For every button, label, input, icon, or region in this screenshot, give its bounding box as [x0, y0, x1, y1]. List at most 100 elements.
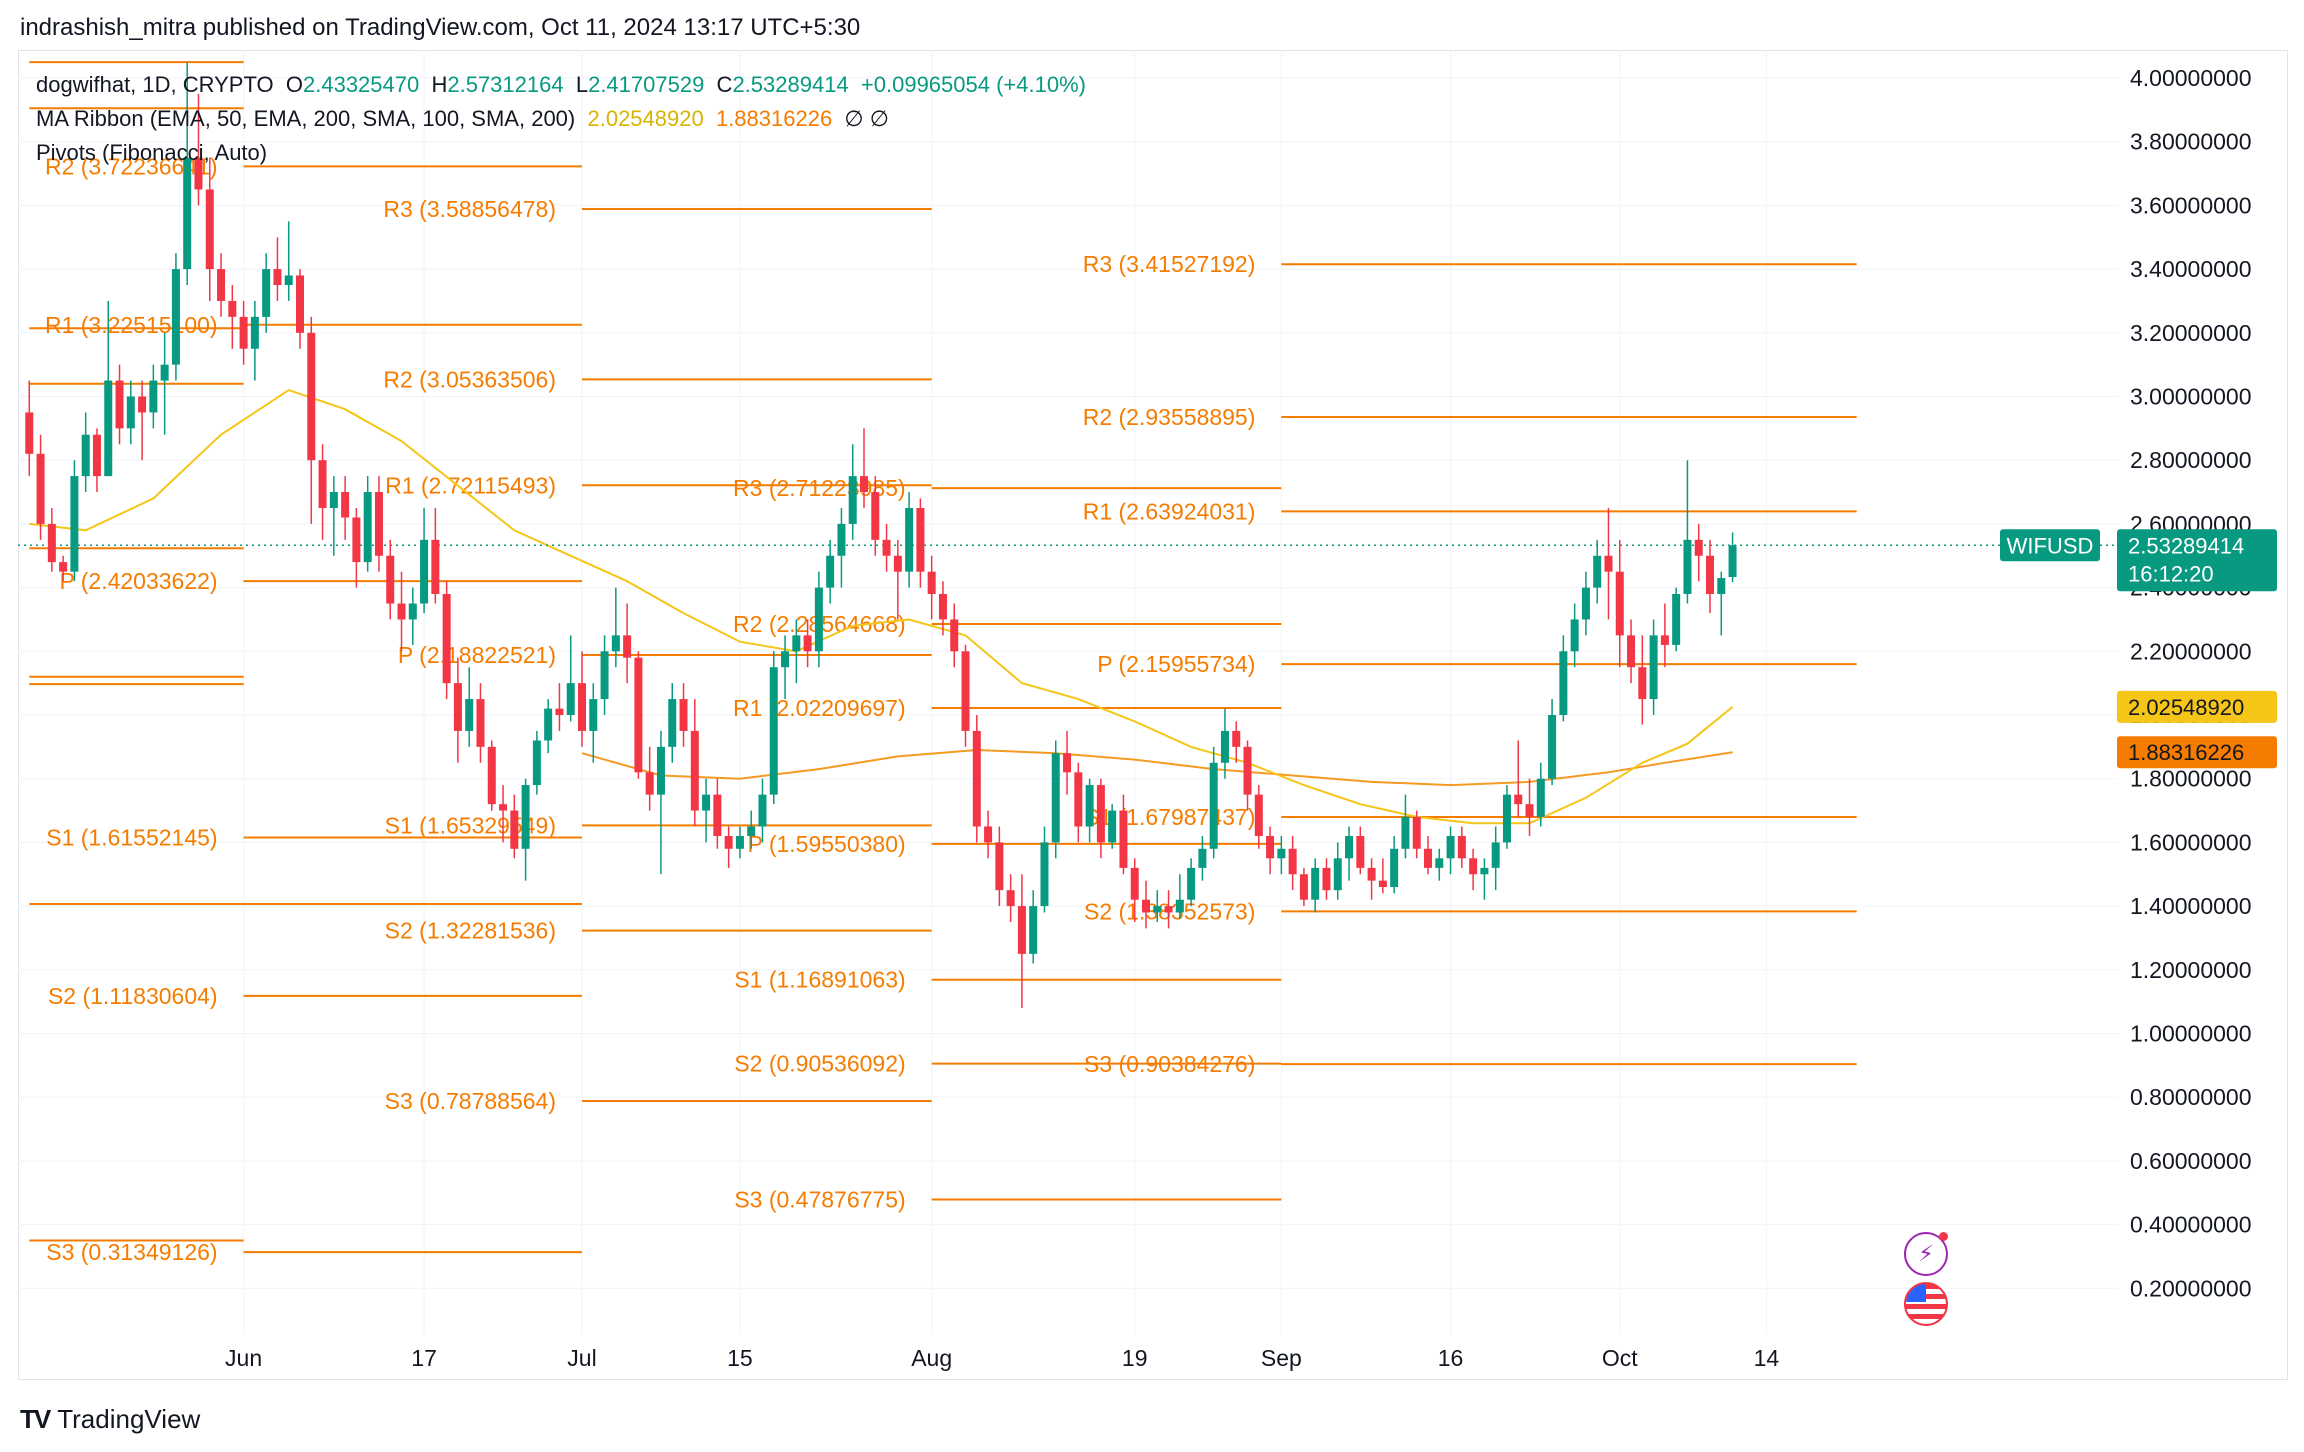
candle-body	[296, 275, 304, 333]
candle-body	[995, 842, 1004, 891]
candle-body	[1040, 842, 1049, 907]
candle-body	[1299, 874, 1308, 900]
pivot-label: S3 (0.90384276)	[1084, 1051, 1255, 1077]
change-value: +0.09965054 (+4.10%)	[860, 72, 1086, 97]
candle-body	[1446, 836, 1455, 859]
ma-ribbon-legend[interactable]: MA Ribbon (EMA, 50, EMA, 200, SMA, 100, …	[36, 106, 889, 132]
candle-body	[194, 157, 203, 190]
y-tick-label: 0.60000000	[2130, 1148, 2252, 1174]
open-value: 2.43325470	[303, 72, 420, 97]
candle-body	[363, 492, 372, 563]
candle-body	[950, 619, 959, 652]
candle-body	[25, 412, 34, 454]
candle-body	[92, 434, 101, 477]
candle-body	[747, 826, 756, 837]
candle-body	[826, 555, 835, 588]
candle-body	[1085, 785, 1094, 827]
candle-body	[1153, 906, 1162, 913]
close-value: 2.53289414	[732, 72, 849, 97]
candle-body	[1277, 848, 1286, 859]
x-tick-label: Jul	[567, 1345, 596, 1371]
candle-body	[566, 683, 575, 715]
candle-body	[972, 730, 981, 827]
candle-body	[555, 708, 564, 715]
candle-body	[905, 507, 914, 572]
candle-body	[1254, 794, 1263, 837]
pivots-label: Pivots (Fibonacci, Auto)	[36, 140, 268, 165]
ma-fast-value: 2.02548920	[587, 106, 704, 131]
pivot-label: 1 (3.90502522)	[0, 95, 3, 121]
candle-body	[1581, 587, 1590, 620]
candle-body	[938, 593, 947, 620]
y-tick-label: 1.40000000	[2130, 893, 2252, 919]
pivot-label: R1 (3.22515100)	[45, 312, 218, 338]
low-label: L	[575, 72, 589, 97]
candle-body	[713, 794, 722, 837]
candle-body	[1412, 816, 1421, 849]
pivot-label: R1 (2.63924031)	[1083, 498, 1256, 524]
pivot-label: S3 (0.31349126)	[46, 1239, 217, 1265]
candle-body	[1570, 619, 1579, 652]
pivot-label: R1 (2.72115493)	[385, 472, 556, 498]
candle-body	[600, 651, 609, 700]
pivot-label: R3 (2.71223985)	[733, 475, 906, 501]
pivot-label: P (3.21438452)	[0, 315, 3, 341]
candle-body	[171, 269, 180, 365]
candle-body	[634, 657, 643, 773]
candle-body	[70, 476, 79, 572]
candle-body	[1649, 635, 1658, 700]
candle-body	[1435, 858, 1444, 868]
candle-body	[1638, 667, 1647, 700]
pivot-label: S1 (1.61552145)	[46, 824, 217, 850]
us-flag-icon[interactable]	[1904, 1282, 1948, 1326]
candle-body	[984, 826, 993, 843]
pivot-label: R1 (2.02209697)	[733, 695, 906, 721]
candle-body	[724, 836, 733, 849]
candle-body	[758, 794, 767, 827]
x-tick-label: Aug	[911, 1345, 952, 1371]
candle-body	[1017, 906, 1026, 954]
candle-body	[1683, 539, 1692, 594]
high-value: 2.57312164	[447, 72, 564, 97]
symbol-tag	[2000, 529, 2100, 562]
candle-body	[1694, 539, 1703, 556]
pivots-legend[interactable]: Pivots (Fibonacci, Auto)	[36, 140, 267, 166]
candle-body	[442, 593, 451, 684]
y-tick-label: 3.40000000	[2130, 256, 2252, 282]
low-value: 2.41707529	[588, 72, 705, 97]
candle-body	[1672, 593, 1681, 645]
candle-body	[578, 683, 586, 731]
pivot-label: P (2.18822521)	[398, 642, 556, 668]
y-tick-label: 1.80000000	[2130, 766, 2252, 792]
candle-body	[611, 635, 620, 652]
candle-body	[217, 269, 226, 301]
candle-body	[138, 396, 147, 413]
x-tick-label: 15	[727, 1345, 753, 1371]
y-tick-label: 3.20000000	[2130, 320, 2252, 346]
candle-body	[47, 523, 56, 563]
y-tick-label: 0.20000000	[2130, 1275, 2252, 1301]
y-tick-label: 3.60000000	[2130, 192, 2252, 218]
pivot-label: R3 (3.58856478)	[383, 196, 556, 222]
candle-body	[1006, 890, 1015, 907]
candle-body	[1356, 836, 1365, 868]
candle-body	[1502, 794, 1511, 843]
candle-body	[1525, 804, 1534, 817]
candle-body	[239, 316, 248, 349]
notification-dot	[1939, 1232, 1948, 1241]
high-label: H	[431, 72, 448, 97]
candle-body	[803, 635, 812, 652]
pivot-label: S2 (1.11830604)	[48, 983, 218, 1009]
pivot-label: 2 (2.09706526)	[0, 671, 3, 697]
ma-price-value: 2.02548920	[2128, 695, 2244, 720]
candle-body	[532, 740, 541, 786]
candle-body	[374, 492, 383, 556]
candle-body	[307, 332, 316, 461]
candle-body	[1491, 842, 1500, 868]
lightning-icon[interactable]: ⚡	[1904, 1232, 1948, 1276]
candle-body	[1469, 858, 1478, 875]
tradingview-brand[interactable]: ТV TradingView	[20, 1404, 200, 1435]
symbol-label[interactable]: dogwifhat, 1D, CRYPTO	[36, 72, 274, 97]
candle-body	[668, 699, 677, 747]
